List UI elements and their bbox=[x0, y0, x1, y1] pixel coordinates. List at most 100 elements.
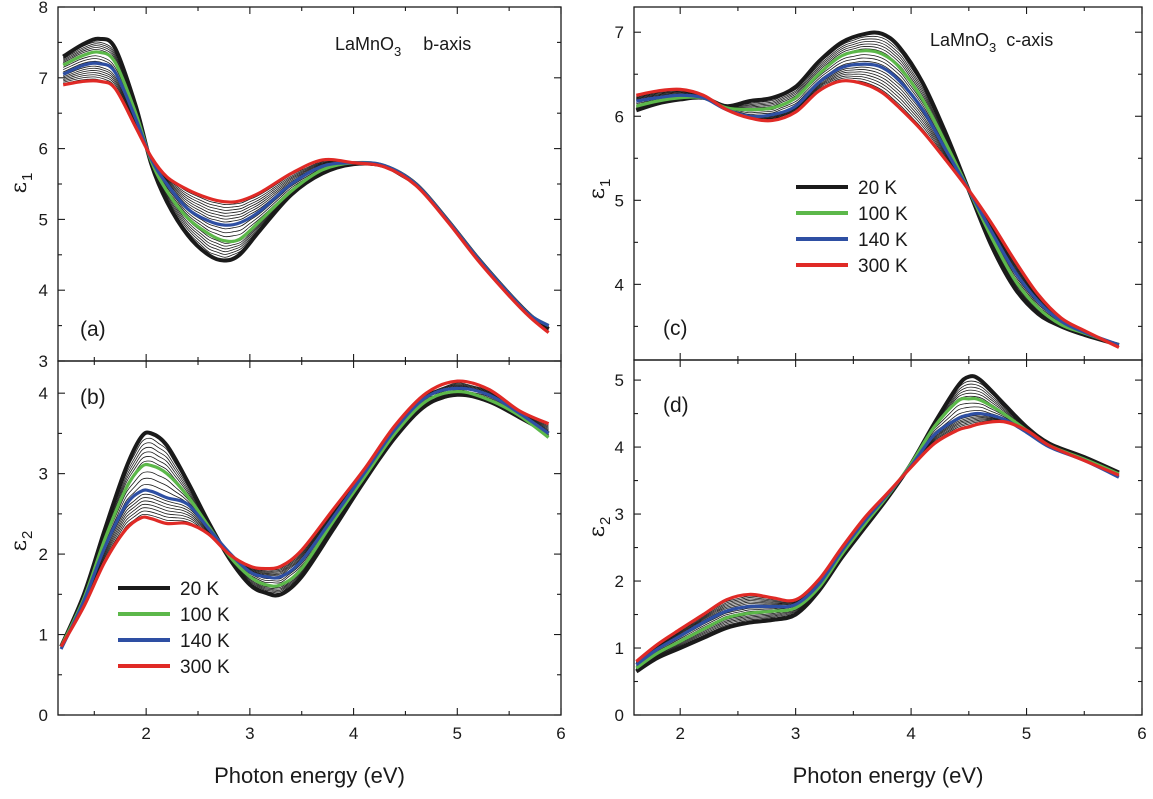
chart-title-sub: 3 bbox=[989, 40, 996, 55]
y-tick-label: 5 bbox=[615, 191, 624, 210]
plot-frame bbox=[633, 359, 1143, 716]
chart-title-suffix: b-axis bbox=[423, 34, 471, 54]
legend-label: 300 K bbox=[180, 657, 230, 678]
x-tick-label: 2 bbox=[675, 724, 684, 743]
y-tick-label: 7 bbox=[615, 23, 624, 42]
series-line-300k bbox=[635, 79, 1120, 349]
plot-frame bbox=[57, 6, 562, 362]
y-axis-label-sub: 1 bbox=[597, 179, 614, 187]
legend-label: 140 K bbox=[858, 230, 908, 251]
series-line-140k bbox=[59, 386, 550, 650]
legend-label: 100 K bbox=[858, 204, 908, 225]
y-axis-label-main: ε bbox=[585, 188, 610, 199]
y-axis-label: ε2 bbox=[7, 531, 36, 552]
y-tick-label: 7 bbox=[39, 69, 48, 88]
intermediate-curve bbox=[63, 55, 549, 326]
x-tick-label: 2 bbox=[141, 724, 150, 743]
x-tick-label: 6 bbox=[1137, 724, 1146, 743]
intermediate-curve bbox=[60, 387, 549, 649]
intermediate-curve bbox=[63, 48, 549, 327]
series-line-300k bbox=[62, 79, 550, 334]
curves bbox=[62, 36, 550, 334]
y-axis-label-main: ε bbox=[585, 526, 610, 537]
y-axis-label: ε2 bbox=[585, 517, 614, 538]
y-tick-label: 1 bbox=[615, 639, 624, 658]
intermediate-curve bbox=[63, 47, 549, 328]
y-tick-label: 0 bbox=[615, 706, 624, 725]
panel-label: (d) bbox=[663, 394, 689, 417]
legend-label: 100 K bbox=[180, 605, 230, 626]
curves bbox=[635, 30, 1120, 349]
legend-label: 20 K bbox=[180, 579, 219, 600]
intermediate-curve bbox=[63, 50, 549, 327]
chart-title: LaMnO3 c-axis bbox=[930, 30, 1053, 55]
y-tick-label: 6 bbox=[615, 107, 624, 126]
intermediate-curve bbox=[60, 383, 549, 648]
intermediate-curve bbox=[60, 390, 549, 648]
intermediate-curve bbox=[63, 58, 549, 326]
legend: 20 K 100 K 140 K 300 K bbox=[796, 178, 908, 277]
series-line-100k bbox=[635, 396, 1120, 670]
x-tick-label: 6 bbox=[556, 724, 565, 743]
series-line-300k bbox=[635, 419, 1120, 663]
intermediate-curve bbox=[62, 43, 549, 329]
y-tick-label: 3 bbox=[39, 465, 48, 484]
x-tick-label: 5 bbox=[453, 724, 462, 743]
chart-title-suffix: c-axis bbox=[1006, 30, 1053, 50]
x-axis-title: Photon energy (eV) bbox=[214, 763, 405, 788]
curves bbox=[635, 374, 1120, 674]
panel-label: (b) bbox=[80, 386, 106, 409]
y-tick-label: 4 bbox=[615, 438, 624, 457]
panel-c: 4 5 6 7 ε1 (c) LaMnO3 c-axis 20 K 100 K 140 K 300 K bbox=[585, 6, 1143, 361]
y-axis-label-sub: 1 bbox=[19, 173, 36, 181]
y-tick-label: 6 bbox=[39, 140, 48, 159]
y-tick-label: 4 bbox=[615, 275, 624, 294]
legend-label: 300 K bbox=[858, 256, 908, 277]
legend-label: 20 K bbox=[858, 178, 897, 199]
y-tick-label: 3 bbox=[615, 505, 624, 524]
x-tick-label: 4 bbox=[906, 724, 915, 743]
x-tick-label: 3 bbox=[245, 724, 254, 743]
y-tick-label: 4 bbox=[39, 281, 48, 300]
x-axis-title: Photon energy (eV) bbox=[793, 763, 984, 788]
series-line-20k bbox=[59, 392, 550, 648]
curves bbox=[59, 379, 550, 650]
y-axis-label-main: ε bbox=[7, 540, 32, 551]
y-axis-label: ε1 bbox=[7, 173, 36, 194]
y-tick-label: 8 bbox=[39, 0, 48, 17]
plot-frame bbox=[57, 360, 562, 716]
y-tick-label: 2 bbox=[39, 545, 48, 564]
intermediate-curve bbox=[60, 386, 549, 649]
series-line-100k bbox=[59, 389, 550, 648]
legend-label: 140 K bbox=[180, 631, 230, 652]
y-axis-label-main: ε bbox=[7, 182, 32, 193]
y-tick-label: 0 bbox=[39, 706, 48, 725]
chart-title-main: LaMnO bbox=[335, 34, 394, 54]
intermediate-curve bbox=[60, 382, 549, 648]
intermediate-curve bbox=[60, 382, 549, 648]
y-axis-label-sub: 2 bbox=[597, 517, 614, 525]
series-line-100k bbox=[62, 50, 550, 328]
chart-title-sub: 3 bbox=[394, 44, 401, 59]
y-tick-label: 2 bbox=[615, 572, 624, 591]
y-axis-label-sub: 2 bbox=[19, 531, 36, 539]
series-line-20k bbox=[635, 374, 1120, 674]
panel-label: (c) bbox=[663, 317, 688, 340]
panel-label: (a) bbox=[80, 318, 106, 341]
intermediate-curve bbox=[60, 384, 549, 649]
x-tick-label: 5 bbox=[1022, 724, 1031, 743]
y-tick-label: 1 bbox=[39, 626, 48, 645]
y-tick-label: 3 bbox=[39, 352, 48, 371]
chart-title-main: LaMnO bbox=[930, 30, 989, 50]
y-tick-label: 5 bbox=[39, 210, 48, 229]
intermediate-curve bbox=[60, 389, 549, 649]
chart-title: LaMnO3 b-axis bbox=[335, 34, 471, 59]
series-line-20k bbox=[62, 36, 550, 331]
intermediate-curve bbox=[62, 45, 549, 328]
y-tick-label: 5 bbox=[615, 371, 624, 390]
y-axis-label: ε1 bbox=[585, 179, 614, 200]
